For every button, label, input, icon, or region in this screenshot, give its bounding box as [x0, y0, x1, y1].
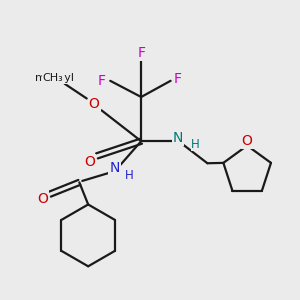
Text: O: O: [242, 134, 253, 148]
Text: O: O: [84, 155, 95, 169]
Text: O: O: [88, 98, 100, 111]
Text: CH₃: CH₃: [43, 73, 63, 83]
Text: N: N: [110, 161, 120, 175]
Text: H: H: [191, 138, 200, 151]
Text: F: F: [137, 46, 145, 60]
Text: F: F: [174, 72, 182, 86]
Text: O: O: [37, 192, 48, 206]
Text: methyl: methyl: [35, 73, 74, 83]
Text: N: N: [173, 131, 183, 145]
Text: H: H: [125, 169, 134, 182]
Text: F: F: [98, 74, 105, 88]
